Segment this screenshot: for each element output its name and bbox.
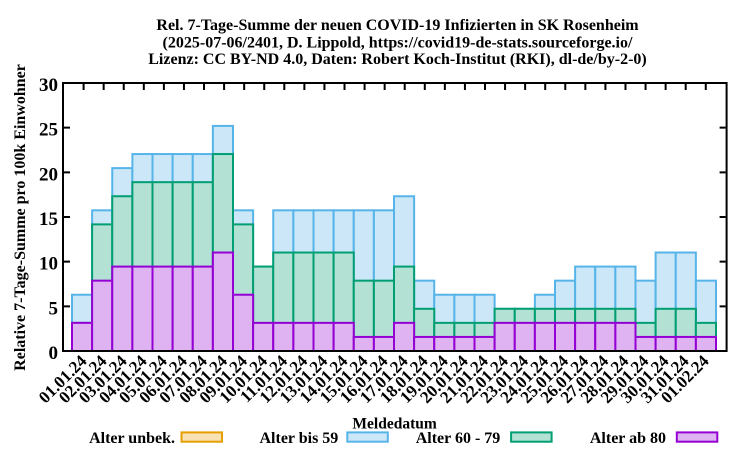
svg-text:Relative 7-Tage-Summe pro 100k: Relative 7-Tage-Summe pro 100k Einwohner	[12, 64, 29, 371]
svg-text:25: 25	[39, 120, 58, 141]
svg-text:Meldedatum: Meldedatum	[352, 416, 436, 433]
svg-text:Alter 60 - 79: Alter 60 - 79	[416, 430, 501, 447]
svg-text:15: 15	[39, 209, 58, 230]
svg-text:30: 30	[39, 75, 58, 96]
svg-text:Alter unbek.: Alter unbek.	[89, 430, 175, 447]
svg-text:Lizenz: CC BY-ND 4.0, Daten: R: Lizenz: CC BY-ND 4.0, Daten: Robert Koch…	[148, 51, 646, 68]
svg-text:(2025-07-06/2401, D. Lippold,: (2025-07-06/2401, D. Lippold, https://co…	[163, 34, 633, 51]
svg-text:Alter bis 59: Alter bis 59	[259, 430, 338, 447]
svg-text:10: 10	[39, 254, 58, 275]
svg-text:0: 0	[49, 343, 59, 364]
svg-text:5: 5	[49, 298, 59, 319]
svg-text:Alter ab 80: Alter ab 80	[590, 430, 666, 447]
svg-text:Rel. 7-Tage-Summe der neuen CO: Rel. 7-Tage-Summe der neuen COVID-19 Inf…	[156, 17, 639, 34]
svg-text:20: 20	[39, 164, 58, 185]
